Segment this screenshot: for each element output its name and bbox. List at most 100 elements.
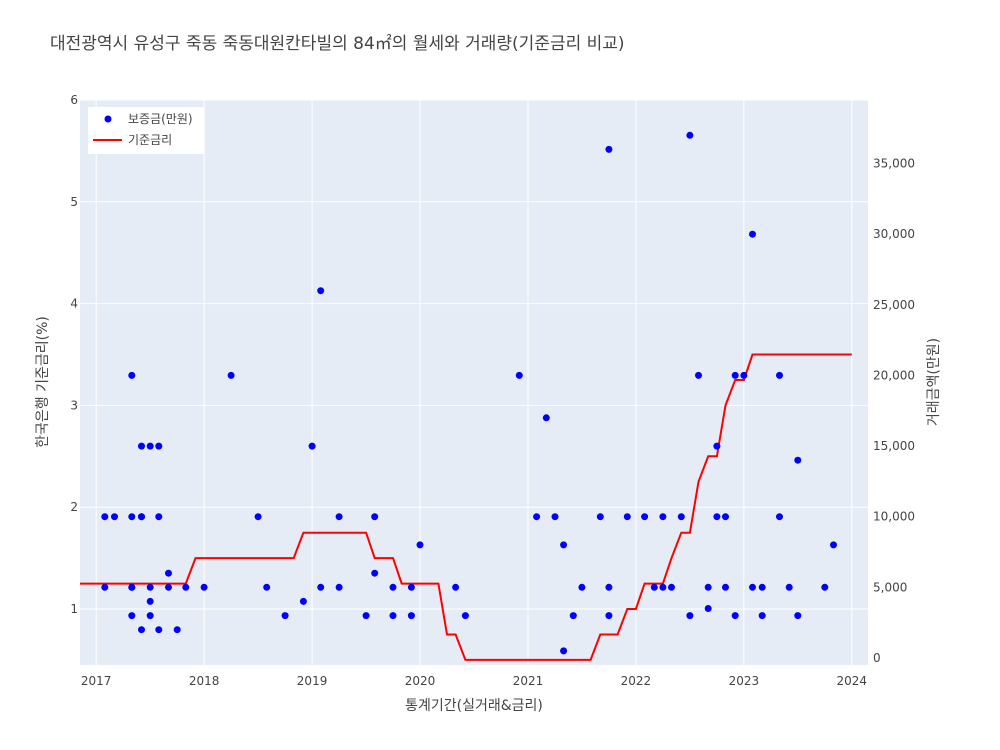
deposit-point — [794, 612, 802, 620]
left-y-tick-label: 2 — [70, 500, 78, 514]
deposit-point — [317, 583, 325, 591]
x-tick-label: 2020 — [405, 674, 436, 688]
deposit-point — [686, 131, 694, 139]
x-tick-label: 2023 — [729, 674, 760, 688]
deposit-point — [362, 612, 370, 620]
legend-deposit-label: 보증금(만원) — [128, 112, 193, 126]
deposit-point — [731, 371, 739, 379]
deposit-point — [641, 513, 649, 521]
deposit-point — [254, 513, 262, 521]
deposit-point — [389, 612, 397, 620]
x-tick-label: 2021 — [513, 674, 544, 688]
legend-rate-label: 기준금리 — [128, 133, 172, 147]
right-y-tick-label: 0 — [873, 651, 881, 665]
deposit-point — [155, 513, 163, 521]
deposit-point — [146, 597, 154, 605]
deposit-point — [605, 145, 613, 153]
deposit-point — [371, 513, 379, 521]
deposit-point — [416, 541, 424, 549]
deposit-point — [749, 583, 756, 591]
deposit-point — [830, 541, 837, 549]
deposit-point — [371, 569, 379, 577]
deposit-point — [542, 414, 550, 422]
deposit-point — [128, 371, 136, 379]
deposit-point — [146, 612, 154, 620]
rate-line — [80, 353, 852, 661]
deposit-point — [335, 583, 343, 591]
deposit-point — [173, 626, 181, 634]
deposit-point — [560, 647, 568, 655]
plot-area — [80, 100, 868, 665]
deposit-point — [776, 371, 783, 379]
deposit-point — [623, 513, 631, 521]
deposit-point — [200, 583, 208, 591]
deposit-point — [659, 513, 667, 521]
deposit-point — [461, 612, 469, 620]
deposit-point — [560, 541, 568, 549]
deposit-point — [317, 287, 325, 295]
deposit-point — [155, 442, 163, 450]
right-y-tick-label: 35,000 — [873, 157, 915, 171]
deposit-point — [165, 583, 172, 591]
deposit-point — [138, 442, 145, 450]
left-y-tick-label: 1 — [70, 602, 78, 616]
deposit-point — [128, 612, 136, 620]
deposit-point — [128, 513, 136, 521]
deposit-point — [389, 583, 397, 591]
deposit-point — [794, 456, 802, 464]
deposit-point — [111, 513, 118, 521]
deposit-point — [713, 513, 721, 521]
deposit-point — [308, 442, 316, 450]
deposit-point — [146, 583, 154, 591]
x-tick-label: 2018 — [189, 674, 220, 688]
deposit-point — [155, 626, 163, 634]
x-axis-ticks: 2017 2018 2019 2020 2021 2022 2023 2024 — [81, 674, 867, 688]
deposit-point — [533, 513, 541, 521]
deposit-point — [704, 583, 712, 591]
deposit-point — [452, 583, 460, 591]
left-y-axis-ticks: 1 2 3 4 5 6 — [70, 93, 78, 616]
x-tick-label: 2024 — [837, 674, 868, 688]
x-axis-title: 통계기간(실거래&금리) — [405, 698, 543, 714]
deposit-point — [695, 371, 702, 379]
deposit-point — [749, 230, 756, 238]
deposit-point — [138, 626, 145, 634]
deposit-point — [128, 583, 136, 591]
deposit-point — [165, 569, 172, 577]
deposit-point — [407, 612, 415, 620]
right-y-tick-label: 25,000 — [873, 298, 915, 312]
deposit-point — [740, 371, 748, 379]
left-y-tick-label: 4 — [70, 297, 78, 311]
deposit-point — [668, 583, 675, 591]
deposit-point — [677, 513, 685, 521]
deposit-point — [263, 583, 271, 591]
left-y-tick-label: 3 — [70, 398, 78, 412]
right-y-tick-label: 10,000 — [873, 510, 915, 524]
deposit-point — [182, 583, 190, 591]
deposit-point — [227, 371, 235, 379]
deposit-point — [335, 513, 343, 521]
right-y-tick-label: 5,000 — [873, 580, 907, 594]
right-y-tick-label: 15,000 — [873, 439, 915, 453]
gridlines — [80, 99, 868, 665]
rate-line-series — [80, 353, 852, 661]
deposit-point — [704, 605, 712, 612]
deposit-point — [407, 583, 415, 591]
deposit-point — [731, 612, 739, 620]
deposit-point — [515, 371, 523, 379]
chart-title: 대전광역시 유성구 죽동 죽동대원칸타빌의 84㎡의 월세와 거래량(기준금리 … — [50, 34, 625, 54]
legend-box — [88, 107, 204, 154]
legend: 보증금(만원) 기준금리 — [88, 107, 204, 154]
deposit-point — [758, 583, 766, 591]
legend-deposit-marker — [104, 115, 112, 123]
deposit-point — [650, 583, 658, 591]
deposit-point — [821, 583, 829, 591]
left-y-tick-label: 6 — [70, 93, 78, 107]
right-y-axis-ticks: 0 5,000 10,000 15,000 20,000 25,000 30,000 35,0… — [873, 157, 915, 665]
x-tick-label: 2022 — [621, 674, 652, 688]
right-y-axis-title: 거래금액(만원) — [926, 338, 942, 426]
deposit-scatter-series — [101, 131, 837, 655]
deposit-point — [605, 612, 613, 620]
x-tick-label: 2019 — [297, 674, 328, 688]
